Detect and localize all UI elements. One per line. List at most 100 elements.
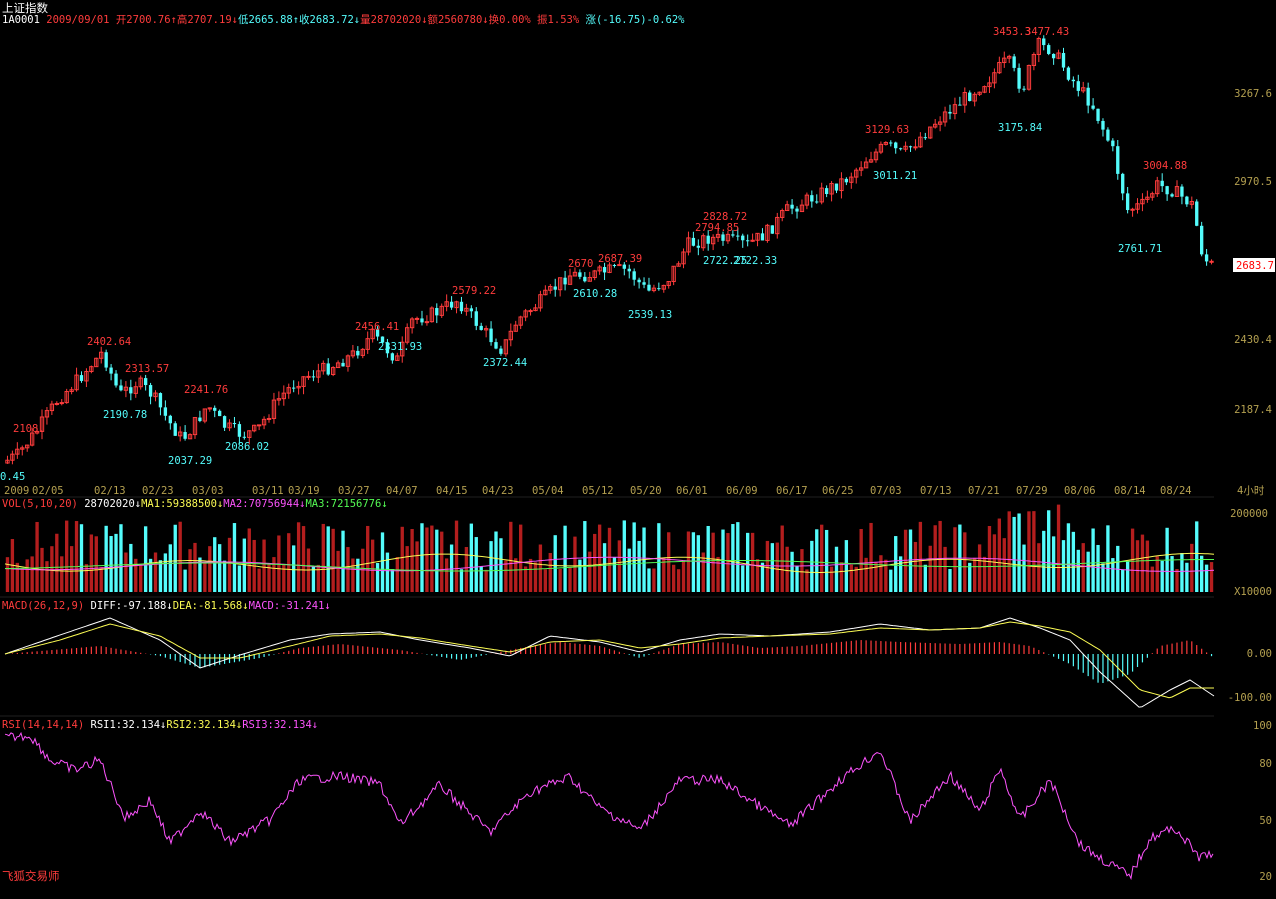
volume-bar (898, 556, 903, 592)
peak-label-low: 2372.44 (483, 357, 527, 369)
volume-bar (1106, 525, 1110, 592)
volume-bar (992, 534, 997, 592)
candle-body (242, 436, 246, 438)
candle-body (1160, 180, 1164, 187)
candle-body (49, 403, 55, 412)
volume-bar (454, 520, 459, 592)
candle-body (64, 391, 69, 404)
candle-body (849, 176, 854, 183)
candle-body (163, 407, 168, 416)
volume-bar (800, 549, 804, 592)
volume-bar (1204, 564, 1209, 592)
candle-body (158, 393, 163, 408)
candle-body (563, 277, 567, 285)
volume-bar (997, 518, 1002, 592)
macd-axis-label: -100.00 (1228, 692, 1272, 704)
volume-bar (1012, 516, 1016, 592)
volume-bar (385, 552, 390, 592)
candle-body (1002, 57, 1007, 64)
volume-bar (578, 559, 582, 592)
volume-bar (612, 557, 617, 592)
volume-bar (943, 546, 947, 592)
candle-body (390, 353, 395, 361)
volume-bar (346, 547, 350, 592)
volume-bar (859, 528, 863, 592)
date-axis-label: 08/24 (1160, 485, 1192, 497)
volume-bar (1155, 556, 1159, 592)
candle-body (661, 284, 666, 290)
candle-body (962, 92, 967, 106)
volume-bar (627, 548, 631, 592)
volume-bar (780, 525, 784, 592)
volume-bar (183, 569, 187, 592)
rsi-axis-label: 80 (1259, 758, 1272, 770)
candle-body (538, 294, 543, 309)
candle-body (286, 387, 291, 394)
volume-bar (691, 532, 696, 592)
volume-bar (844, 540, 849, 592)
volume-bar (222, 560, 227, 592)
candle-body (74, 374, 79, 391)
candle-body (898, 148, 903, 150)
vol-ma1-line (4, 552, 1215, 573)
volume-bar (750, 532, 755, 592)
volume-bar (336, 550, 340, 592)
candle-body (710, 236, 716, 245)
volume-bar (1145, 540, 1150, 592)
volume-bar (686, 531, 691, 592)
candle-body (29, 432, 35, 446)
candle-body (454, 301, 459, 309)
amplitude-value: 振1.53% (537, 14, 580, 26)
peak-label-low: 2331.93 (378, 341, 422, 353)
volume-bar (366, 525, 370, 592)
volume-bar (657, 523, 661, 592)
volume-bar (1081, 543, 1085, 592)
peak-label-low: 3011.21 (873, 170, 917, 182)
current-price-text: 2683.7 (1236, 260, 1274, 272)
candle-body (1047, 45, 1051, 54)
candle-body (824, 188, 829, 195)
candle-body (469, 308, 473, 312)
peak-label-high: 3477.43 (1025, 26, 1069, 38)
candle-body (746, 240, 750, 242)
candle-body (686, 237, 691, 253)
high-value: 高2707.19↓ (176, 14, 238, 26)
candle-body (696, 245, 700, 248)
candle-body (1031, 54, 1037, 66)
rsi1-value: RSI1:32.134↓ (90, 719, 167, 731)
volume-bar (908, 529, 913, 592)
candle-body (395, 355, 400, 361)
candle-body (198, 417, 202, 422)
volume-bar (918, 521, 923, 592)
candle-body (405, 327, 410, 343)
volume-bar (637, 540, 641, 592)
volume-bar (1066, 523, 1071, 592)
candle-body (844, 178, 849, 183)
date-axis-label: 07/03 (870, 485, 902, 497)
candle-body (449, 301, 454, 308)
candle-body (1101, 120, 1105, 130)
candle-body (503, 339, 509, 355)
candle-body (365, 338, 370, 350)
volume-bar (321, 523, 325, 592)
volume-bar (834, 546, 839, 592)
volume-bar (134, 558, 138, 592)
candle-body (1140, 198, 1145, 205)
rsi-info-line: RSI(14,14,14) RSI1:32.134↓RSI2:32.134↓RS… (2, 719, 318, 732)
volume-bar (410, 529, 414, 592)
rsi-axis-label: 20 (1259, 871, 1272, 883)
candle-body (992, 72, 997, 84)
candle-body (187, 434, 193, 440)
peak-label-low: 2037.29 (168, 455, 212, 467)
peak-label-high: 2670 (568, 258, 593, 270)
volume-bar (30, 556, 34, 592)
date-axis-label: 06/01 (676, 485, 708, 497)
candle-body (1125, 193, 1130, 211)
turnover-value: 换0.00% (488, 14, 531, 26)
vol-ma3-line (4, 559, 1214, 572)
candle-body (834, 183, 839, 191)
volume-bar (1071, 531, 1076, 592)
candle-body (523, 310, 528, 318)
volume-bar (716, 556, 720, 592)
